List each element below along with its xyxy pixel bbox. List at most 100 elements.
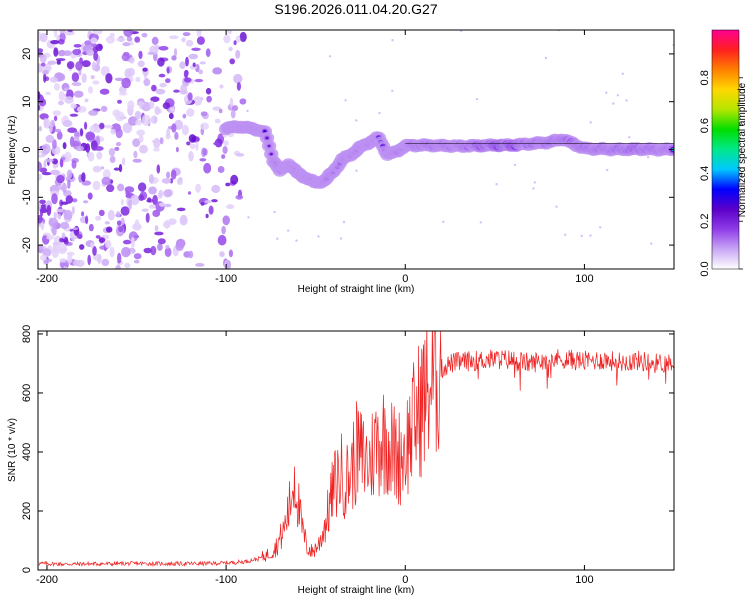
noise-blob xyxy=(38,48,43,54)
noise-blob xyxy=(88,86,93,94)
noise-blob xyxy=(39,54,47,63)
noise-blob xyxy=(138,50,143,60)
noise-blob xyxy=(212,67,223,75)
noise-blob xyxy=(200,111,208,117)
noise-blob xyxy=(46,234,54,240)
noise-blob xyxy=(208,205,214,215)
noise-blob xyxy=(168,218,177,225)
noise-blob xyxy=(165,78,171,84)
noise-blob xyxy=(141,114,151,126)
ridge-mark xyxy=(266,137,268,139)
noise-blob xyxy=(229,97,234,108)
noise-dot xyxy=(625,99,628,102)
noise-blob xyxy=(154,225,159,232)
noise-blob xyxy=(100,166,105,170)
noise-blob xyxy=(70,103,77,109)
noise-blob xyxy=(114,146,120,151)
noise-blob xyxy=(62,142,67,150)
noise-blob xyxy=(169,107,175,112)
noise-blob xyxy=(159,137,164,145)
noise-blob xyxy=(138,194,144,202)
noise-blob xyxy=(193,96,203,106)
noise-blob xyxy=(51,193,58,205)
spectrogram-y-ticks: -20 -10 0 10 20 xyxy=(21,48,674,253)
noise-blob xyxy=(236,153,245,157)
noise-blob xyxy=(84,40,93,46)
spectrogram-x-ticks: -200 -100 0 100 xyxy=(36,30,594,285)
noise-blob xyxy=(101,176,111,185)
noise-dot xyxy=(391,39,394,42)
noise-blob xyxy=(154,116,157,124)
noise-blob xyxy=(63,266,68,269)
noise-blob xyxy=(122,122,133,134)
figure-title: S196.2026.011.04.20.G27 xyxy=(274,1,437,17)
noise-blob xyxy=(225,259,231,269)
snr-x-ticks: -200 -100 0 100 xyxy=(36,331,594,586)
noise-blob xyxy=(92,246,97,256)
noise-blob xyxy=(122,157,126,166)
snr-y-tick-label: 200 xyxy=(21,502,33,520)
noise-blob xyxy=(118,164,123,173)
noise-blob xyxy=(53,47,59,57)
noise-blob xyxy=(43,232,51,236)
noise-blob xyxy=(106,226,113,233)
noise-blob xyxy=(101,258,110,267)
noise-blob xyxy=(48,217,58,227)
noise-blob xyxy=(192,62,196,68)
snr-x-tick-label: 0 xyxy=(402,574,408,586)
noise-dot xyxy=(276,237,279,240)
noise-blob xyxy=(120,199,124,206)
noise-dot xyxy=(589,234,592,237)
noise-blob xyxy=(176,207,186,212)
noise-blob xyxy=(39,244,44,250)
noise-blob xyxy=(58,91,65,102)
noise-blob xyxy=(76,234,83,239)
snr-y-ticks: 0 200 400 600 800 xyxy=(21,325,674,573)
noise-dot xyxy=(355,119,358,122)
noise-blob xyxy=(191,47,201,51)
noise-dot xyxy=(339,237,343,240)
noise-blob xyxy=(67,30,73,33)
noise-dot xyxy=(555,205,558,208)
noise-blob xyxy=(124,262,131,269)
noise-blob xyxy=(137,182,147,192)
noise-blob xyxy=(205,87,212,95)
colorbar-tick-label: 0.0 xyxy=(699,261,711,276)
noise-blob xyxy=(229,58,235,65)
noise-blob xyxy=(145,212,150,223)
noise-blob xyxy=(38,91,41,100)
noise-dot xyxy=(246,109,249,113)
noise-blob xyxy=(227,30,232,35)
noise-blob xyxy=(228,46,233,52)
noise-blob xyxy=(163,189,173,198)
noise-dot xyxy=(533,181,536,184)
noise-blob xyxy=(148,204,156,209)
noise-blob xyxy=(218,108,223,114)
noise-blob xyxy=(195,183,202,193)
noise-blob xyxy=(55,58,66,62)
noise-blob xyxy=(117,252,122,264)
noise-blob xyxy=(120,217,125,226)
noise-blob xyxy=(92,165,102,173)
noise-blob xyxy=(93,51,98,61)
noise-dot xyxy=(532,187,535,190)
noise-blob xyxy=(123,30,133,38)
noise-blob xyxy=(71,72,80,82)
noise-blob xyxy=(168,113,174,120)
colorbar-tick-label: 0.6 xyxy=(699,118,711,133)
noise-dot xyxy=(344,99,347,102)
noise-dot xyxy=(295,239,298,242)
noise-blob xyxy=(99,88,110,95)
noise-blob xyxy=(98,209,105,217)
noise-dot xyxy=(328,55,332,58)
noise-blob xyxy=(235,194,244,200)
noise-blob xyxy=(154,231,164,236)
noise-blob xyxy=(235,49,241,59)
noise-blob xyxy=(196,36,205,45)
noise-blob xyxy=(57,39,65,45)
noise-blob xyxy=(59,157,64,168)
spectrogram-y-axis-label: Frequency (Hz) xyxy=(7,116,18,185)
noise-blob xyxy=(51,225,57,236)
noise-blob xyxy=(233,40,237,46)
spectrogram-y-tick-label: 10 xyxy=(21,96,33,108)
